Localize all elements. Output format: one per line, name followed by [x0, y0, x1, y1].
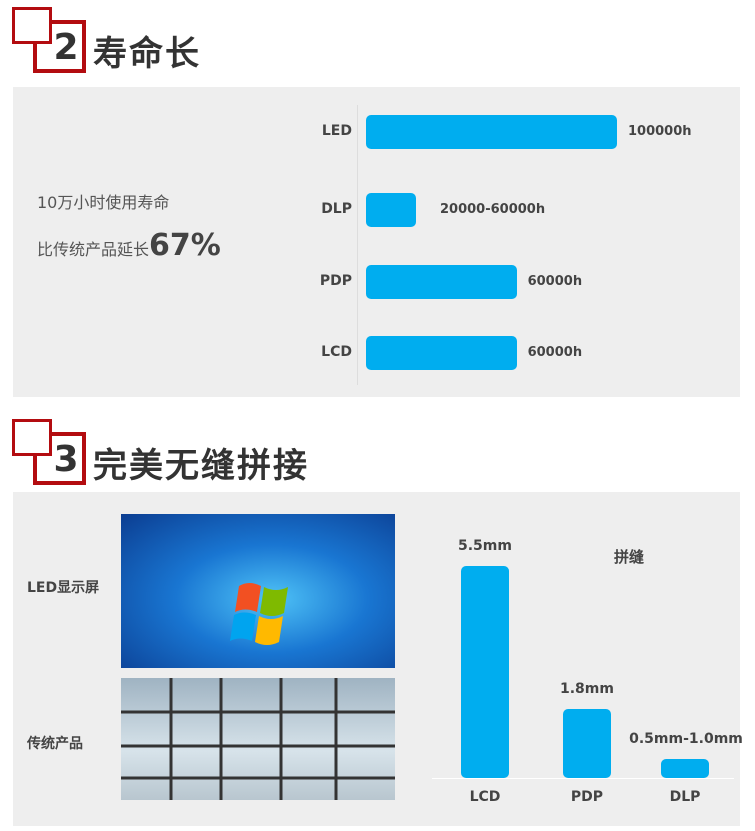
compare-highlight: 67%: [149, 228, 221, 263]
bar-category-label: PDP: [570, 789, 604, 805]
led-label: LED显示屏: [27, 580, 100, 596]
bar-value-label: 20000-60000h: [440, 202, 546, 217]
lifetime-text: 10万小时使用寿命: [37, 193, 170, 212]
compare-prefix: 比传统产品延长: [37, 240, 150, 259]
video-wall-image: [121, 678, 395, 800]
bar-value-label: 0.5mm-1.0mm: [629, 730, 743, 747]
bar-category-label: DLP: [321, 201, 352, 217]
bar-category-label: LCD: [469, 789, 501, 805]
bar-category-label: DLP: [669, 789, 701, 805]
seam-baseline: [432, 778, 734, 779]
lifetime-bar: [366, 115, 617, 149]
lifetime-bar: [366, 336, 517, 370]
section-badge-frame: [33, 20, 86, 73]
section-title: 寿命长: [93, 34, 201, 74]
seam-chart-title: 拼缝: [614, 548, 645, 566]
lifetime-compare: 比传统产品延长67%: [37, 228, 221, 263]
bar-category-label: LED: [321, 123, 352, 139]
section-badge-frame: [33, 432, 86, 485]
bar-value-label: 60000h: [527, 345, 583, 360]
windows-logo-icon: [230, 583, 288, 645]
led-screen-image: [121, 514, 395, 668]
lifetime-bar: [366, 265, 517, 299]
section-number: 3: [53, 439, 79, 480]
section-badge-square: [12, 419, 52, 456]
bar-value-label: 60000h: [527, 274, 583, 289]
bar-category-label: LCD: [321, 344, 352, 360]
section-badge-square: [12, 7, 52, 44]
traditional-label: 传统产品: [27, 736, 83, 752]
seam-bar: [461, 566, 509, 778]
seam-bar: [661, 758, 709, 778]
bar-value-label: 1.8mm: [560, 680, 614, 697]
bar-value-label: 5.5mm: [458, 538, 512, 554]
lifetime-axis: [357, 105, 358, 385]
lifetime-bar: [366, 193, 417, 227]
video-wall-grid: [121, 678, 395, 800]
bar-value-label: 100000h: [628, 124, 692, 139]
section-title: 完美无缝拼接: [93, 446, 309, 486]
bar-category-label: PDP: [319, 273, 352, 289]
seam-bar: [563, 708, 611, 778]
section-number: 2: [53, 27, 79, 68]
